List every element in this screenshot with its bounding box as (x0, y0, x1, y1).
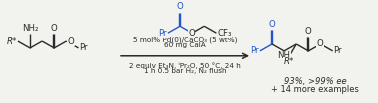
Text: R*: R* (6, 37, 17, 46)
Text: O: O (51, 24, 57, 33)
Text: CF₃: CF₃ (217, 29, 232, 38)
Text: O: O (317, 39, 323, 49)
Text: O: O (269, 20, 276, 29)
Text: 93%, >99% ee: 93%, >99% ee (284, 77, 346, 86)
Text: Pr: Pr (334, 46, 342, 55)
Text: Pr: Pr (250, 46, 259, 55)
Text: R*: R* (283, 57, 294, 66)
Text: O: O (305, 27, 312, 36)
Text: NH₂: NH₂ (22, 24, 38, 33)
Text: O: O (188, 29, 195, 38)
Text: 1 h 0.5 bar H₂, N₂ flush: 1 h 0.5 bar H₂, N₂ flush (144, 68, 226, 74)
Text: Pr: Pr (158, 29, 167, 38)
Text: O: O (67, 37, 74, 46)
Text: Pr: Pr (79, 43, 88, 52)
Text: 5 mol% Pd(0)/CaCO₃ (5 wt%): 5 mol% Pd(0)/CaCO₃ (5 wt%) (133, 36, 237, 43)
Text: 60 mg CalA: 60 mg CalA (164, 42, 206, 48)
Text: NH: NH (277, 51, 291, 60)
Text: + 14 more examples: + 14 more examples (271, 85, 359, 94)
Text: 2 equiv Et₃N, ⁱPr₂O, 50 °C, 24 h: 2 equiv Et₃N, ⁱPr₂O, 50 °C, 24 h (129, 62, 241, 69)
Text: O: O (177, 2, 183, 11)
